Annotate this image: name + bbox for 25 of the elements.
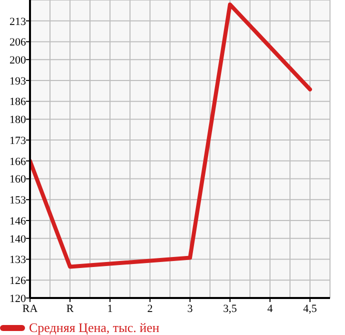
x-tick-label: 2 bbox=[147, 302, 153, 315]
x-tick-label: 3,5 bbox=[223, 302, 238, 315]
y-tick-label: 193 bbox=[10, 75, 26, 88]
y-tick-label: 140 bbox=[10, 233, 26, 246]
y-tick-label: 160 bbox=[10, 174, 26, 186]
x-tick-label: 3 bbox=[187, 302, 194, 315]
legend-label: Средняя Цена, тыс. йен bbox=[29, 320, 160, 335]
x-tick-label: R bbox=[66, 302, 74, 315]
x-tick-label: 4 bbox=[267, 302, 274, 315]
y-tick-label: 180 bbox=[10, 114, 26, 126]
x-tick-label: 4,5 bbox=[303, 302, 318, 315]
x-tick-label: RA bbox=[22, 302, 38, 315]
y-tick-label: 166 bbox=[10, 156, 26, 168]
y-tick-label: 146 bbox=[10, 215, 26, 228]
y-tick-label: 173 bbox=[10, 134, 26, 147]
y-tick-label: 213 bbox=[10, 16, 26, 28]
y-tick-label: 206 bbox=[10, 36, 26, 49]
y-tick-label: 120 bbox=[10, 292, 26, 305]
y-tick-label: 200 bbox=[10, 54, 26, 67]
y-tick-label: 153 bbox=[10, 194, 26, 207]
y-tick-label: 126 bbox=[10, 275, 26, 288]
y-tick-label: 133 bbox=[10, 254, 26, 266]
line-series bbox=[30, 2, 312, 269]
x-tick-label: 1 bbox=[107, 302, 113, 315]
y-tick-label: 186 bbox=[10, 96, 26, 108]
